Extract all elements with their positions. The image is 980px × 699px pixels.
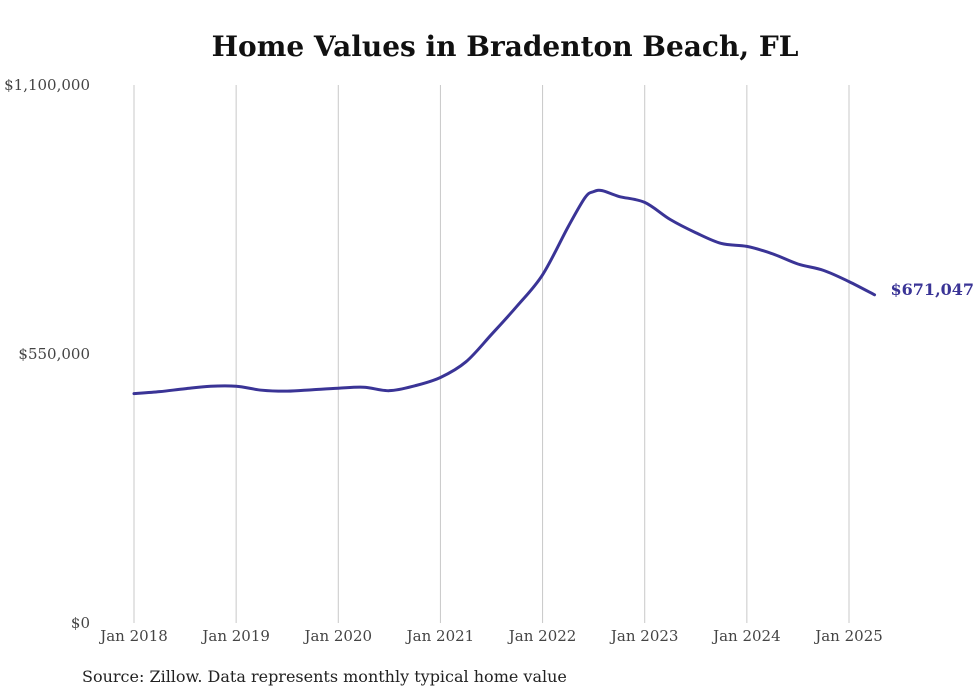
x-tick-label: Jan 2025 (813, 627, 883, 645)
y-tick-label: $0 (71, 614, 90, 632)
x-tick-label: Jan 2019 (200, 627, 270, 645)
y-axis-ticks: $0 $550,000 $1,100,000 (4, 76, 90, 632)
end-value-label: $671,047 (891, 280, 975, 299)
x-tick-label: Jan 2022 (507, 627, 577, 645)
x-tick-label: Jan 2021 (405, 627, 475, 645)
chart-title: Home Values in Bradenton Beach, FL (211, 30, 799, 63)
series-line (132, 188, 877, 396)
y-tick-label: $1,100,000 (4, 76, 90, 94)
x-tick-label: Jan 2018 (98, 627, 168, 645)
x-tick-label: Jan 2024 (711, 627, 781, 645)
x-tick-label: Jan 2023 (609, 627, 679, 645)
x-tick-label: Jan 2020 (303, 627, 373, 645)
source-note: Source: Zillow. Data represents monthly … (82, 667, 567, 686)
x-axis-ticks: Jan 2018 Jan 2019 Jan 2020 Jan 2021 Jan 2022… (98, 627, 883, 645)
gridlines (133, 85, 850, 623)
y-tick-label: $550,000 (18, 345, 90, 363)
series-layer: $671,047 (132, 188, 975, 396)
